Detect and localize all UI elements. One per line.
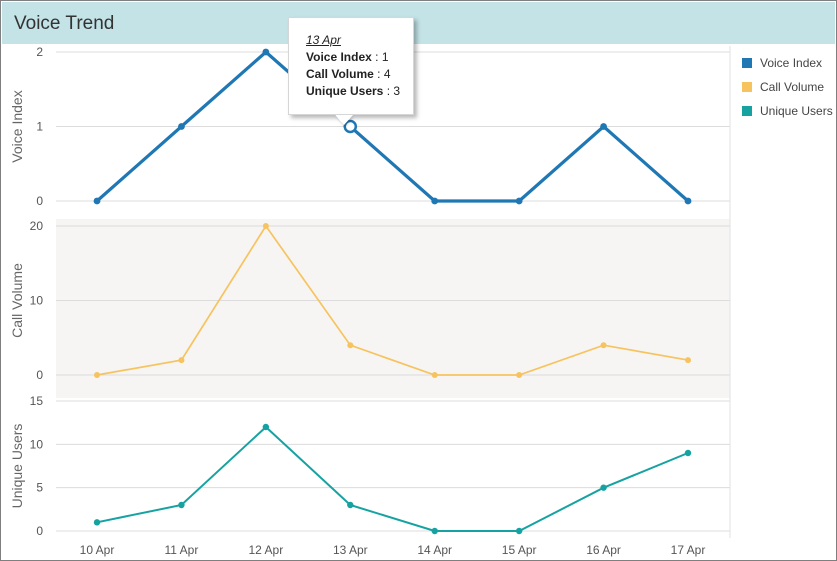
x-tick-label: 15 Apr bbox=[502, 543, 537, 557]
legend-swatch-unique-users bbox=[742, 106, 752, 116]
data-point-call-volume bbox=[685, 357, 692, 364]
y-axis-title-voice-index: Voice Index bbox=[9, 90, 25, 162]
data-tooltip: 13 Apr Voice Index : 1 Call Volume : 4 U… bbox=[288, 17, 414, 125]
plot-background-call-volume bbox=[56, 219, 730, 398]
data-point-voice-index bbox=[93, 197, 101, 205]
tooltip-value-unique-users: 3 bbox=[393, 84, 401, 98]
tooltip-value-voice-index: 1 bbox=[381, 50, 389, 64]
y-tick-label-voice-index: 0 bbox=[36, 194, 43, 208]
data-point-voice-index bbox=[684, 197, 692, 205]
data-point-call-volume bbox=[178, 357, 185, 364]
data-point-voice-index bbox=[515, 197, 523, 205]
legend-label-call-volume: Call Volume bbox=[760, 80, 825, 94]
x-tick-label: 13 Apr bbox=[333, 543, 368, 557]
legend-swatch-call-volume bbox=[742, 82, 752, 92]
data-point-unique-users bbox=[93, 519, 101, 526]
data-point-call-volume bbox=[431, 372, 438, 378]
tooltip-row-call-volume: Call Volume : 4 bbox=[306, 67, 391, 81]
data-point-voice-index bbox=[431, 197, 439, 205]
data-point-call-volume bbox=[94, 372, 100, 378]
tooltip-label-call-volume: Call Volume bbox=[306, 67, 374, 81]
x-tick-label: 17 Apr bbox=[671, 543, 706, 557]
data-point-call-volume bbox=[262, 223, 269, 229]
series-line-call-volume bbox=[96, 224, 689, 376]
data-point-call-volume bbox=[347, 342, 354, 349]
y-tick-label-unique-users: 10 bbox=[30, 437, 44, 451]
tooltip-row-voice-index: Voice Index : 1 bbox=[306, 50, 389, 64]
legend-swatch-voice-index bbox=[742, 58, 752, 68]
y-tick-label-call-volume: 20 bbox=[30, 219, 44, 233]
tooltip-value-call-volume: 4 bbox=[383, 67, 391, 81]
tooltip-label-voice-index: Voice Index bbox=[306, 50, 372, 64]
tooltip-caret bbox=[335, 115, 353, 125]
y-tick-label-voice-index: 1 bbox=[36, 120, 43, 134]
data-point-voice-index bbox=[600, 123, 607, 130]
tooltip-date: 13 Apr bbox=[306, 33, 341, 47]
y-tick-label-voice-index: 2 bbox=[36, 45, 43, 59]
y-tick-label-call-volume: 10 bbox=[30, 294, 44, 308]
y-tick-label-unique-users: 0 bbox=[36, 524, 43, 538]
x-tick-label: 12 Apr bbox=[249, 543, 284, 557]
panel-title: Voice Trend bbox=[14, 13, 115, 34]
tooltip-label-unique-users: Unique Users bbox=[306, 84, 384, 98]
tooltip-row-unique-users: Unique Users : 3 bbox=[306, 84, 401, 98]
data-point-unique-users bbox=[431, 527, 438, 535]
data-point-unique-users bbox=[600, 484, 607, 491]
y-tick-label-unique-users: 15 bbox=[30, 394, 44, 408]
panel-header: Voice Trend bbox=[2, 2, 835, 44]
data-point-unique-users bbox=[684, 449, 692, 457]
data-point-call-volume bbox=[516, 372, 523, 378]
data-point-unique-users bbox=[178, 501, 185, 509]
x-tick-label: 14 Apr bbox=[417, 543, 452, 557]
x-tick-label: 16 Apr bbox=[586, 543, 621, 557]
x-tick-label: 10 Apr bbox=[80, 543, 115, 557]
legend-label-unique-users: Unique Users bbox=[760, 104, 833, 118]
series-line-voice-index bbox=[95, 49, 690, 203]
data-point-unique-users bbox=[347, 501, 354, 509]
data-point-call-volume bbox=[600, 342, 607, 349]
x-tick-label: 11 Apr bbox=[165, 543, 199, 557]
data-point-unique-users bbox=[515, 527, 523, 535]
legend-label-voice-index: Voice Index bbox=[760, 56, 823, 70]
data-point-voice-index bbox=[262, 48, 270, 56]
data-point-unique-users bbox=[262, 423, 270, 431]
y-tick-label-call-volume: 0 bbox=[36, 368, 43, 382]
data-point-voice-index bbox=[178, 123, 185, 130]
series-line-unique-users bbox=[96, 425, 689, 532]
y-axis-title-unique-users: Unique Users bbox=[9, 424, 25, 509]
y-axis-title-call-volume: Call Volume bbox=[9, 263, 25, 338]
y-tick-label-unique-users: 5 bbox=[36, 481, 43, 495]
